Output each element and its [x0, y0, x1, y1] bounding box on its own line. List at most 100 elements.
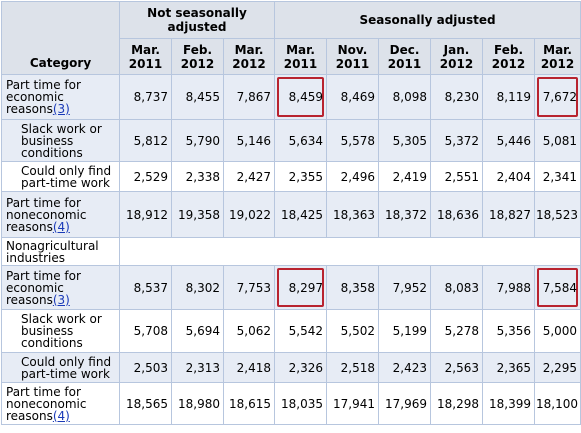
value-cell: 5,199 [378, 309, 431, 353]
value-cell: 2,423 [378, 352, 431, 383]
value-text: 8,302 [185, 280, 220, 295]
value-cell: 8,469 [326, 74, 379, 120]
month-header: Dec. 2011 [378, 38, 431, 75]
value-text: 5,790 [185, 133, 220, 148]
value-cell: 8,459 [274, 74, 327, 120]
value-cell: 5,081 [533, 119, 581, 162]
value-text: 8,459 [288, 90, 323, 104]
value-text: 5,305 [392, 133, 427, 148]
value-text: 8,358 [340, 280, 375, 295]
month-header: Nov. 2011 [326, 38, 379, 75]
row-label: Part time for economic reasons(3) [1, 265, 120, 310]
value-cell: 7,672 [533, 74, 581, 120]
value-text: 2,419 [392, 169, 427, 184]
value-text: 8,098 [392, 90, 427, 104]
value-cell: 17,941 [326, 382, 379, 425]
table-row: Part time for noneconomic reasons(4) 18,5… [1, 382, 581, 425]
value-cell: 18,565 [119, 382, 172, 425]
month-header: Mar. 2011 [119, 38, 172, 75]
value-cell: 2,551 [430, 161, 483, 192]
row-label-text: Could only find part-time work [21, 354, 112, 381]
row-label: Slack work or business conditions [1, 119, 120, 162]
value-text: 18,399 [489, 396, 531, 411]
value-text: 7,867 [236, 90, 271, 104]
row-label: Part time for noneconomic reasons(4) [1, 191, 120, 238]
value-text: 7,988 [496, 280, 531, 295]
value-cell: 8,083 [430, 265, 483, 310]
month-header: Feb. 2012 [171, 38, 224, 75]
value-cell: 18,827 [482, 191, 535, 238]
not-seasonally-adjusted-header: Not seasonally adjusted [119, 1, 275, 39]
table-row: Part time for noneconomic reasons(4) 18,9… [1, 191, 581, 238]
footnote-link[interactable]: (4) [52, 408, 70, 423]
value-cell: 2,427 [223, 161, 275, 192]
value-text: 5,708 [133, 324, 168, 338]
value-cell: 7,988 [482, 265, 535, 310]
value-cell: 2,418 [223, 352, 275, 383]
value-text: 17,941 [333, 396, 375, 411]
footnote-link[interactable]: (4) [52, 219, 70, 234]
value-cell: 5,502 [326, 309, 379, 353]
value-text: 8,737 [133, 90, 168, 104]
empty-cell [118, 237, 581, 266]
value-text: 7,584 [542, 280, 578, 295]
table-row: Slack work or business conditions 5,708 5,… [1, 309, 581, 353]
value-text: 5,356 [496, 324, 531, 338]
value-cell: 2,338 [171, 161, 224, 192]
value-cell: 2,355 [274, 161, 327, 192]
seasonally-adjusted-header: Seasonally adjusted [273, 1, 581, 39]
value-cell: 18,035 [274, 382, 327, 425]
value-cell: 5,708 [119, 309, 172, 353]
value-text: 18,615 [229, 396, 271, 411]
month-header: Feb. 2012 [482, 38, 535, 75]
value-text: 2,341 [542, 169, 578, 184]
value-cell: 5,305 [378, 119, 431, 162]
value-cell: 5,790 [171, 119, 224, 162]
highlight-box [277, 77, 324, 117]
category-header: Category [1, 1, 120, 75]
value-text: 19,358 [178, 207, 220, 222]
value-cell: 8,297 [274, 265, 327, 310]
value-cell: 8,098 [378, 74, 431, 120]
value-cell: 2,404 [482, 161, 535, 192]
footnote-link[interactable]: (3) [52, 102, 70, 116]
value-text: 5,694 [185, 324, 220, 338]
value-cell: 5,356 [482, 309, 535, 353]
value-cell: 5,694 [171, 309, 224, 353]
value-cell: 8,302 [171, 265, 224, 310]
value-text: 5,502 [340, 324, 375, 338]
value-text: 5,000 [542, 324, 578, 338]
value-text: 18,980 [178, 396, 220, 411]
value-cell: 7,584 [533, 265, 581, 310]
value-text: 2,496 [340, 169, 375, 184]
value-text: 2,326 [288, 360, 323, 375]
month-header: Mar. 2012 [223, 38, 275, 75]
value-text: 2,418 [236, 360, 271, 375]
value-cell: 18,372 [378, 191, 431, 238]
value-cell: 8,455 [171, 74, 224, 120]
value-text: 18,100 [536, 396, 578, 411]
value-cell: 2,496 [326, 161, 379, 192]
month-header: Mar. 2012 [533, 38, 581, 75]
value-text: 18,523 [536, 207, 578, 222]
value-cell: 2,295 [533, 352, 581, 383]
value-cell: 7,867 [223, 74, 275, 120]
value-cell: 18,100 [533, 382, 581, 425]
row-label: Part time for noneconomic reasons(4) [1, 382, 120, 425]
row-label-text: Could only find part-time work [21, 163, 112, 190]
value-cell: 17,969 [378, 382, 431, 425]
value-cell: 5,062 [223, 309, 275, 353]
value-text: 8,230 [444, 90, 479, 104]
highlight-box [537, 77, 579, 117]
row-label: Part time for economic reasons(3) [1, 74, 120, 120]
value-cell: 18,399 [482, 382, 535, 425]
highlight-box [277, 268, 324, 307]
value-cell: 18,912 [119, 191, 172, 238]
row-label: Could only find part-time work [1, 161, 120, 192]
footnote-link[interactable]: (3) [52, 292, 70, 307]
value-text: 18,035 [281, 396, 323, 411]
value-cell: 8,537 [119, 265, 172, 310]
row-label-text: Part time for noneconomic reasons [6, 384, 87, 423]
value-text: 18,636 [437, 207, 479, 222]
value-text: 2,404 [496, 169, 531, 184]
